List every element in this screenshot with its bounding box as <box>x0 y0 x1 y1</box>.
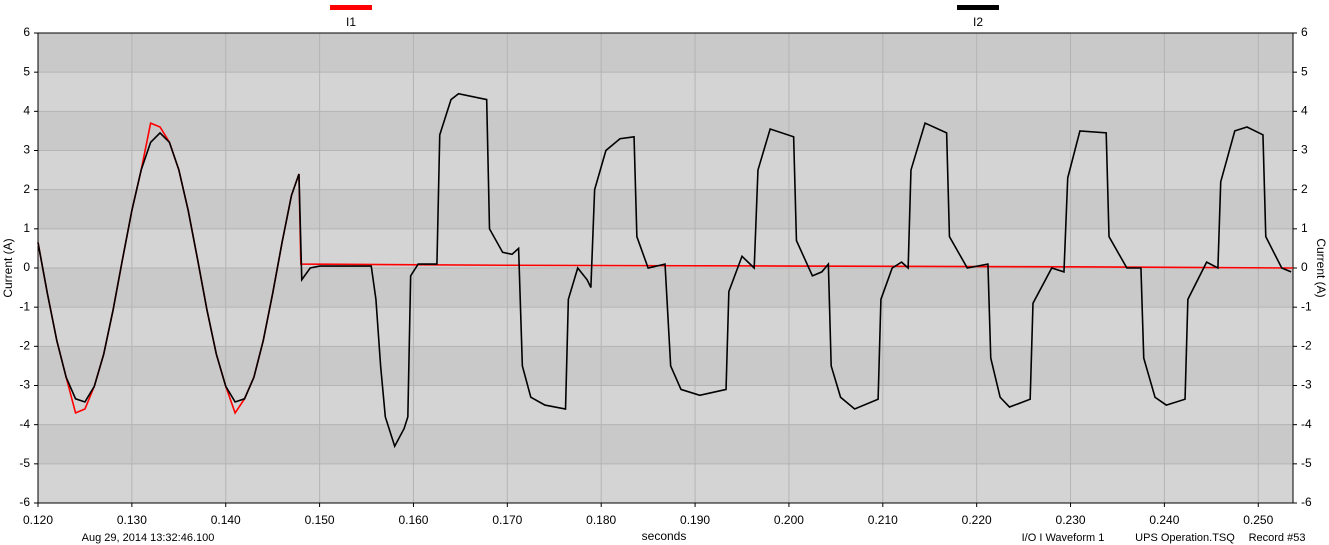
x-tick-label: 0.210 <box>868 513 898 527</box>
band <box>38 150 1293 190</box>
y-tick-label: -3 <box>19 378 30 392</box>
x-tick-label: 0.200 <box>774 513 804 527</box>
band <box>38 72 1293 112</box>
band <box>38 463 1293 503</box>
y-tick-label: -4 <box>19 417 30 431</box>
annotation: Aug 29, 2014 13:32:46.100 <box>82 532 215 544</box>
series-line <box>37 92 1292 449</box>
annotation: Record #53 <box>1249 532 1306 544</box>
y-tick-label: 2 <box>23 182 30 196</box>
y2-tick-label: -2 <box>1301 339 1312 353</box>
y2-tick-label: 0 <box>1301 260 1308 274</box>
y-tick-label: 1 <box>23 221 30 235</box>
y-tick-label: 6 <box>23 25 30 39</box>
annotation: I/O I Waveform 1 <box>1022 532 1105 544</box>
band <box>38 111 1293 151</box>
y2-tick-label: 6 <box>1301 25 1308 39</box>
x-tick-label: 0.130 <box>117 513 147 527</box>
x-tick-label: 0.180 <box>586 513 616 527</box>
band <box>38 33 1293 73</box>
y-tick-label: 4 <box>23 104 30 118</box>
x-tick-label: 0.230 <box>1056 513 1086 527</box>
y2-axis-label: Current (A) <box>1314 238 1328 297</box>
y2-tick-label: 2 <box>1301 182 1308 196</box>
x-tick-label: 0.160 <box>398 513 428 527</box>
x-tick-label: 0.190 <box>680 513 710 527</box>
x-tick-label: 0.220 <box>962 513 992 527</box>
legend-label: I1 <box>346 15 356 29</box>
band <box>38 189 1293 229</box>
x-axis-label: seconds <box>642 529 687 543</box>
x-tick-label: 0.170 <box>492 513 522 527</box>
x-tick-label: 0.240 <box>1149 513 1179 527</box>
y-tick-label: -5 <box>19 456 30 470</box>
legend-swatch <box>957 5 999 10</box>
y2-tick-label: 4 <box>1301 104 1308 118</box>
y-tick-label: -2 <box>19 339 30 353</box>
band <box>38 228 1293 268</box>
band <box>38 424 1293 464</box>
x-tick-label: 0.150 <box>305 513 335 527</box>
y2-tick-label: -3 <box>1301 378 1312 392</box>
x-tick-label: 0.120 <box>23 513 53 527</box>
y-tick-label: 5 <box>23 64 30 78</box>
y-tick-label: 0 <box>23 260 30 274</box>
y2-tick-label: -4 <box>1301 417 1312 431</box>
band <box>38 346 1293 386</box>
legend-swatch <box>330 5 372 10</box>
y2-tick-label: -5 <box>1301 456 1312 470</box>
legend-label: I2 <box>973 15 983 29</box>
y2-tick-label: -6 <box>1301 495 1312 509</box>
annotation: UPS Operation.TSQ <box>1135 532 1235 544</box>
band <box>38 385 1293 425</box>
x-tick-label: 0.140 <box>211 513 241 527</box>
y-axis-label: Current (A) <box>1 238 15 297</box>
y-tick-label: 3 <box>23 143 30 157</box>
x-tick-label: 0.250 <box>1243 513 1273 527</box>
y-tick-label: -1 <box>19 299 30 313</box>
y2-tick-label: 5 <box>1301 64 1308 78</box>
y2-tick-label: 3 <box>1301 143 1308 157</box>
y2-tick-label: -1 <box>1301 299 1312 313</box>
y-tick-label: -6 <box>19 495 30 509</box>
y2-tick-label: 1 <box>1301 221 1308 235</box>
plot-background <box>38 33 1293 503</box>
band <box>38 307 1293 347</box>
